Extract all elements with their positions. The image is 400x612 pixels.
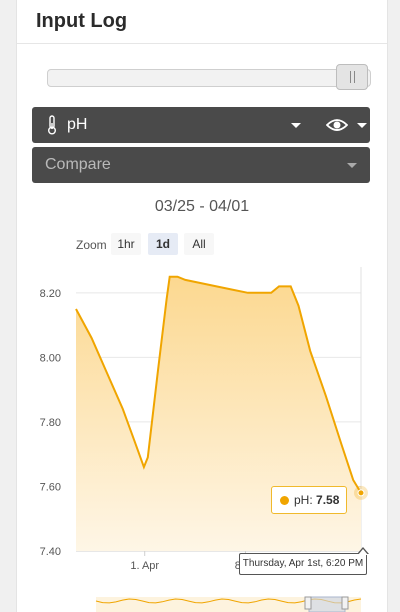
hover-marker [354,485,368,500]
chevron-down-icon [347,163,357,168]
y-tick-label: 7.40 [40,546,61,558]
date-tooltip: Thursday, Apr 1st, 6:20 PM [239,547,369,575]
navigator-handle-left [304,596,312,610]
eye-icon[interactable] [326,117,348,133]
compare-select-placeholder: Compare [45,156,111,173]
ph-line [75,275,362,494]
tooltip-series: pH [294,493,310,507]
value-tooltip: pH: 7.58 [271,486,347,514]
tooltip-value: 7.58 [316,493,340,507]
date-range-label: 03/25 - 04/01 [154,198,250,215]
measure-select-value: pH [67,116,88,133]
zoom-1d-button[interactable]: 1d [148,233,178,255]
chevron-down-icon [291,123,301,128]
panel-header: Input Log [17,0,387,44]
navigator[interactable] [95,596,362,612]
hover-point [357,489,365,497]
range-slider-track[interactable] [47,69,371,87]
zoom-1hr-button[interactable]: 1hr [111,233,141,255]
navigator-background [96,597,361,612]
y-axis-ticks: 7.40 7.60 7.80 8.00 8.20 [40,288,61,558]
y-tick-label: 7.80 [40,417,61,429]
page-title: Input Log [36,10,128,32]
measure-select[interactable]: pH [32,107,370,143]
zoom-all-button[interactable]: All [184,233,214,255]
input-log-panel: Input Log pH Compare 03/25 - 04/01 Zoom … [16,0,388,612]
x-axis-ticks: 1. Apr8:00 [130,551,256,572]
series-dot-icon [280,496,289,505]
navigator-handle-right [341,596,349,610]
zoom-label: Zoom [76,238,107,252]
grip-icon [349,71,355,83]
compare-select[interactable]: Compare [32,147,370,183]
thermometer-icon [48,115,56,135]
navigator-window [308,596,346,612]
x-tick-label: 1. Apr [130,560,159,572]
ph-area [76,276,361,551]
y-tick-label: 8.20 [40,288,61,300]
visibility-chevron-down-icon[interactable] [357,123,367,128]
range-slider-handle[interactable] [336,64,368,90]
y-tick-label: 7.60 [40,481,61,493]
y-tick-label: 8.00 [40,352,61,364]
